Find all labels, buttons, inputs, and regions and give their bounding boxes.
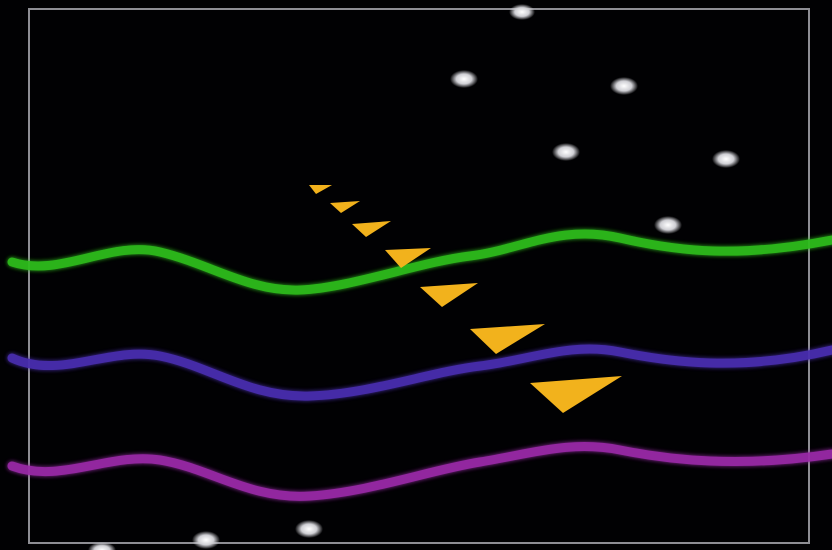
glowing-dot-icon: [654, 216, 682, 234]
yellow-arrowhead-icon: [330, 201, 360, 213]
blue-wave: [7, 344, 832, 401]
yellow-arrowhead-icon: [352, 221, 391, 237]
yellow-arrowhead-icon: [309, 185, 332, 194]
green-wave: [7, 229, 832, 295]
glowing-dot-icon: [450, 70, 478, 88]
glowing-dot-icon: [509, 4, 535, 20]
glowing-dot-icon: [88, 542, 116, 550]
arrow-trail: [309, 185, 622, 413]
yellow-arrowhead-icon: [470, 324, 545, 354]
viewport-frame: [28, 8, 810, 544]
glowing-dot-icon: [712, 150, 740, 168]
glowing-dot-icon: [192, 531, 220, 549]
glowing-dot-icon: [295, 520, 323, 538]
glowing-dot-icon: [552, 143, 580, 161]
yellow-arrowhead-icon: [530, 376, 622, 413]
dot-field: [88, 4, 740, 550]
glowing-dot-icon: [610, 77, 638, 95]
magenta-wave: [7, 442, 832, 501]
yellow-arrowhead-icon: [385, 248, 431, 268]
waves-group: [7, 229, 832, 501]
yellow-arrowhead-icon: [420, 283, 478, 307]
